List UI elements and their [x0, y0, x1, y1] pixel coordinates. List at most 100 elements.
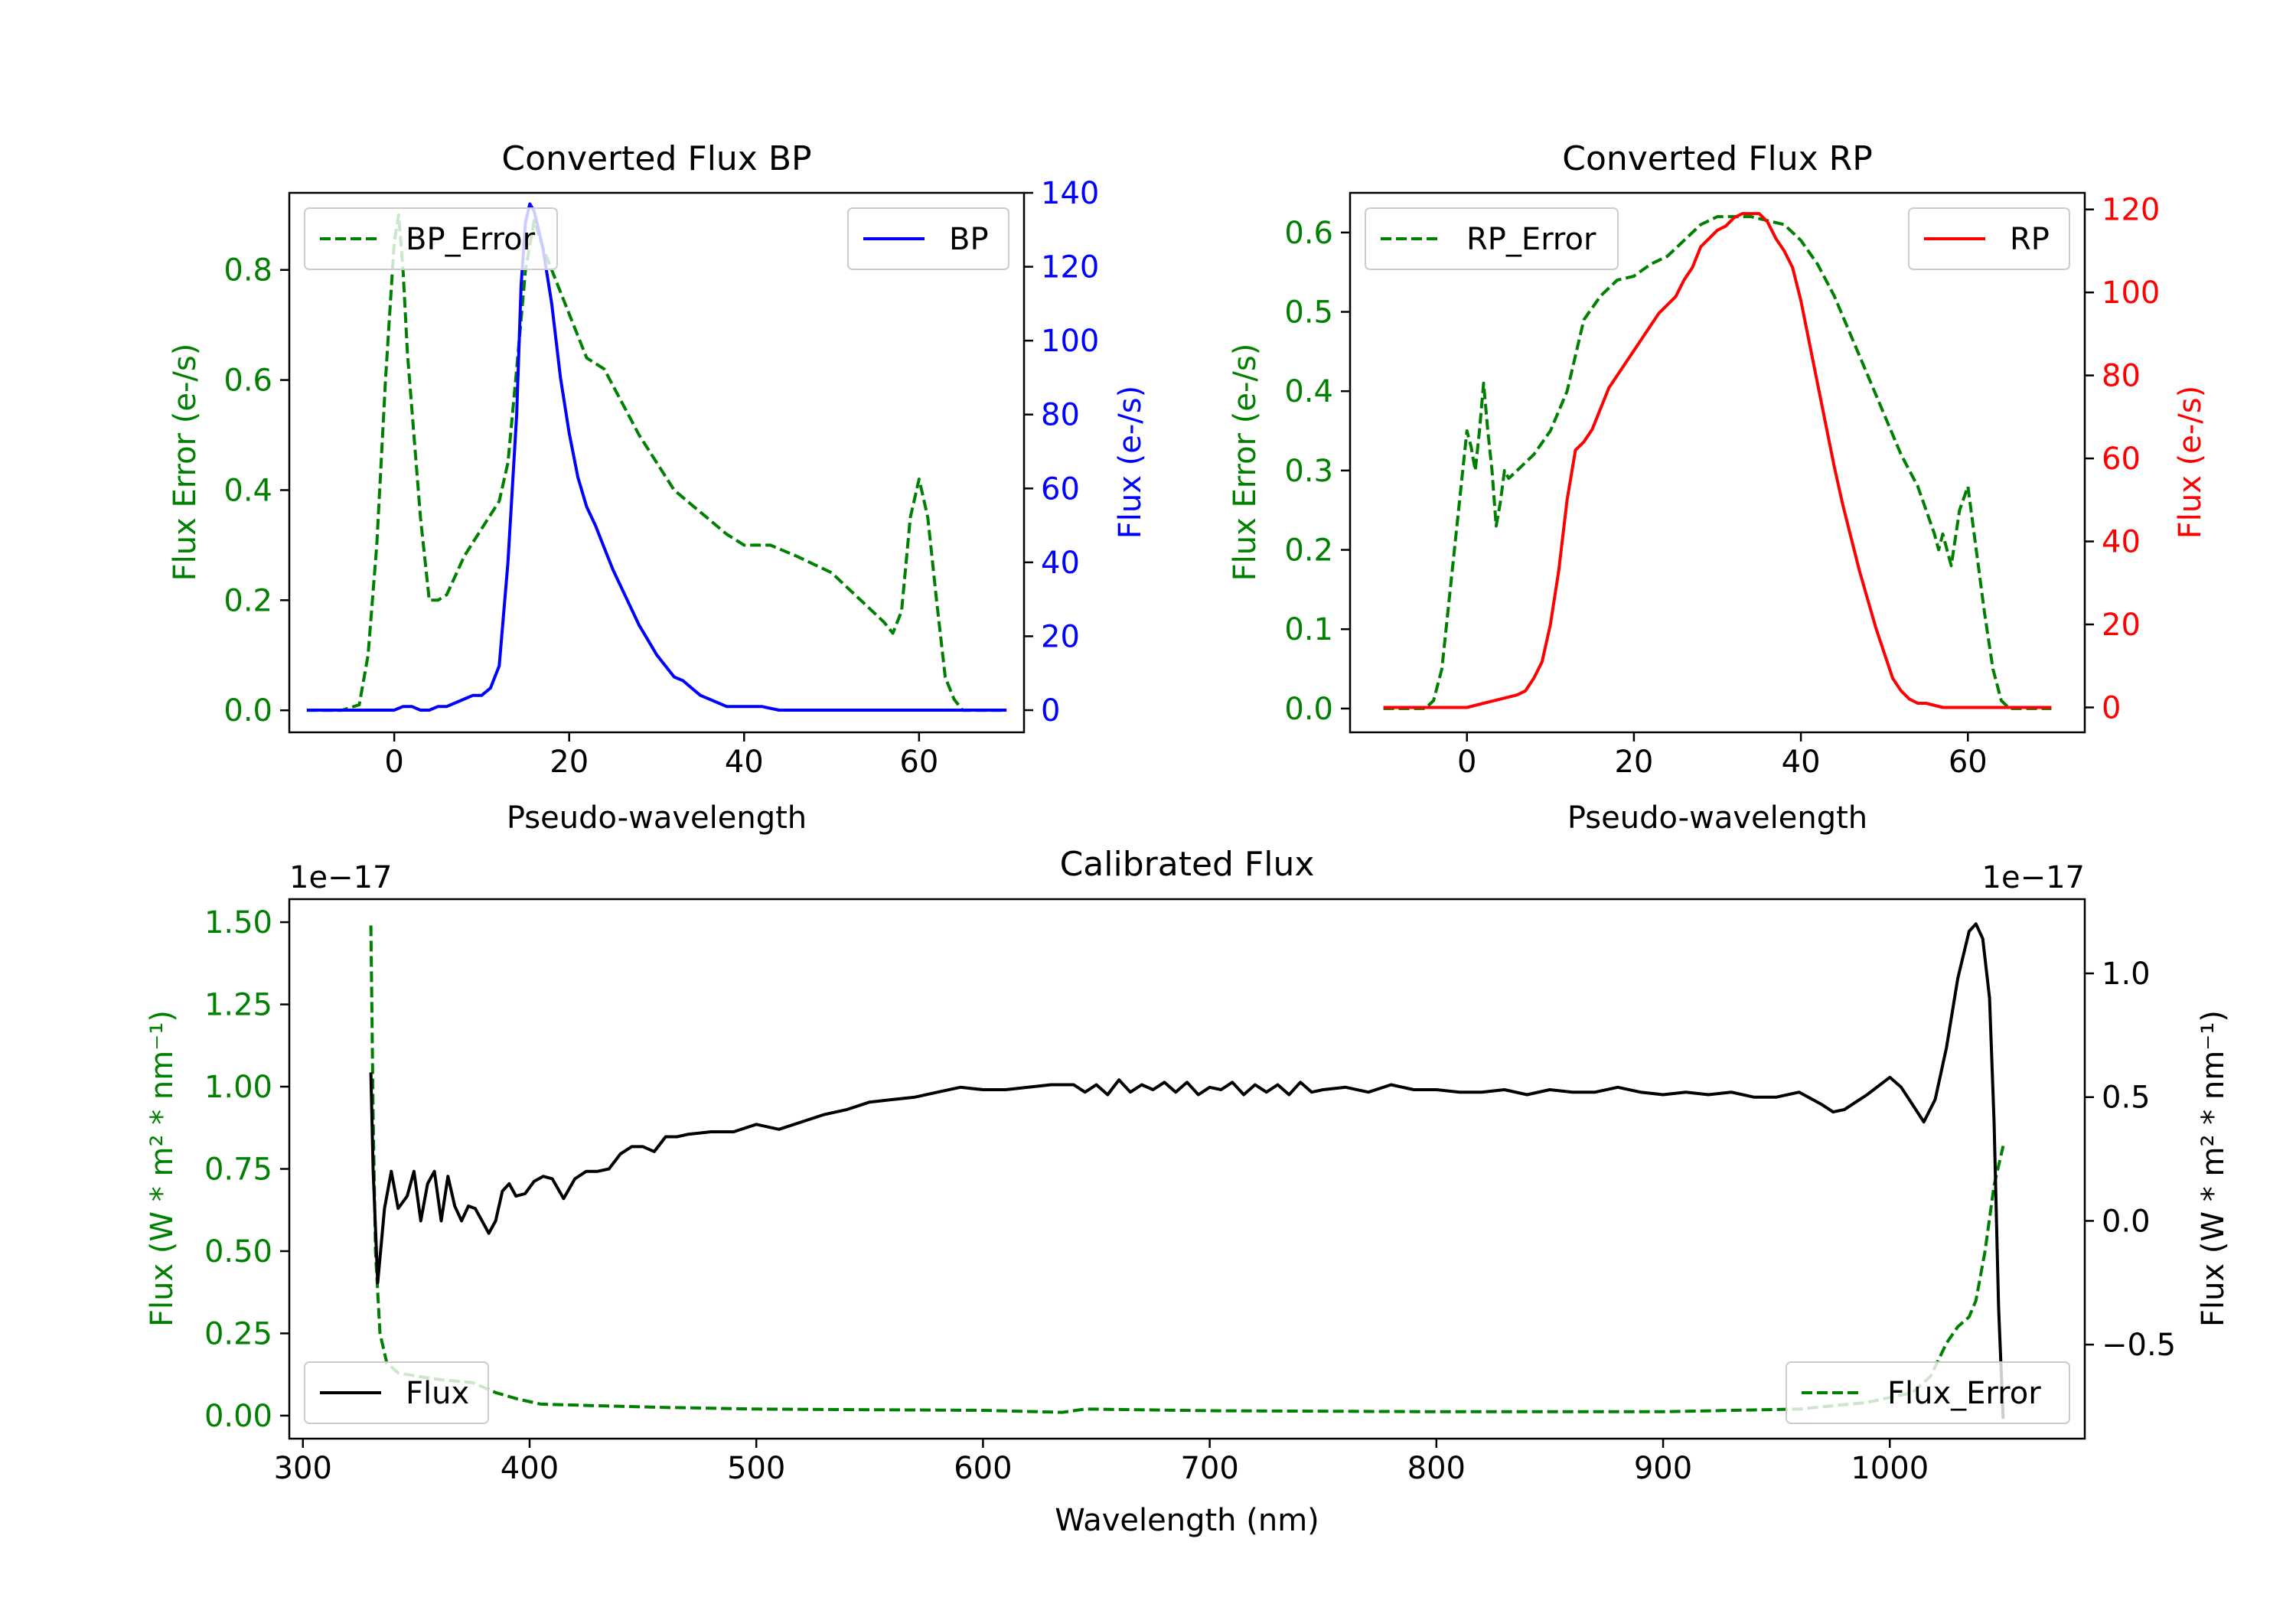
rp-ytick-left-label: 0.6	[1284, 216, 1333, 251]
cal-ytick-right-label: 0.0	[2102, 1204, 2151, 1239]
cal-series-right-layer	[369, 922, 2005, 1420]
cal-ytick-left-layer: 0.00 0.25 0.50 0.75 1.00 1.25 1.50	[204, 905, 289, 1434]
rp-xtick-label: 0	[1457, 745, 1476, 780]
cal-legend-left-label: Flux	[406, 1376, 469, 1411]
cal-series-flux-error-line	[369, 925, 2005, 1414]
rp-legend-left[interactable]: RP_Error	[1365, 207, 1619, 270]
bp-ytick-left-label: 0.0	[223, 693, 272, 729]
rp-legend-right[interactable]: RP	[1908, 207, 2070, 270]
rp-ytick-right-label: 100	[2102, 275, 2160, 311]
cal-offset-left: 1e−17	[289, 860, 392, 895]
cal-legend-right-label: Flux_Error	[1887, 1376, 2041, 1411]
bp-ytick-right-label: 120	[1041, 250, 1099, 285]
rp-xlabel: Pseudo-wavelength	[1567, 800, 1867, 836]
cal-legend-left[interactable]: Flux	[304, 1361, 489, 1424]
rp-ytick-right-layer: 0 20 40 60 80 100 120	[2085, 193, 2160, 725]
bp-xtick-label: 0	[384, 745, 403, 780]
bp-xtick-layer: 0 20 40 60	[384, 732, 938, 780]
rp-xtick-label: 60	[1949, 745, 1988, 780]
bp-plot-frame	[288, 191, 1026, 734]
rp-ytick-left-label: 0.2	[1284, 533, 1333, 569]
bp-series-left-layer	[306, 213, 1007, 712]
cal-ytick-left-label: 1.25	[204, 988, 272, 1023]
bp-xtick-label: 40	[725, 745, 764, 780]
rp-ytick-left-label: 0.4	[1284, 374, 1333, 409]
rp-title: Converted Flux RP	[1562, 139, 1873, 178]
rp-ytick-left-label: 0.1	[1284, 612, 1333, 647]
cal-xtick-label: 700	[1180, 1451, 1238, 1486]
rp-plot-frame	[1349, 191, 2086, 734]
rp-ylabel-right: Flux (e-/s)	[2173, 386, 2208, 539]
bp-legend-left[interactable]: BP_Error	[304, 207, 558, 270]
cal-ytick-left-label: 1.50	[204, 905, 272, 940]
bp-xtick-label: 60	[899, 745, 938, 780]
bp-ylabel-right: Flux (e-/s)	[1113, 386, 1148, 539]
bp-series-bp-line	[306, 202, 1007, 712]
rp-series-right-layer	[1383, 212, 2052, 709]
bp-ytick-right-label: 80	[1041, 398, 1080, 433]
bp-grid-layer	[306, 202, 1007, 712]
rp-series-rp-error-line	[1383, 215, 2052, 710]
cal-xtick-label: 300	[274, 1451, 332, 1486]
cal-xtick-label: 900	[1634, 1451, 1692, 1486]
panel-rp: Converted Flux RP 0 20 40 60 0.00.10.20.30.…	[1228, 139, 2208, 836]
rp-ytick-right-label: 60	[2102, 442, 2141, 477]
cal-ytick-left-label: 0.00	[204, 1399, 272, 1434]
bp-ytick-left-layer: 0.0 0.2 0.4 0.6 0.8	[223, 253, 289, 729]
rp-xtick-layer: 0 20 40 60	[1457, 732, 1988, 780]
rp-ytick-right-label: 120	[2102, 193, 2160, 228]
cal-xtick-label: 500	[727, 1451, 785, 1486]
cal-series-flux-line	[369, 922, 2005, 1420]
cal-xtick-label: 600	[954, 1451, 1012, 1486]
cal-xlabel: Wavelength (nm)	[1055, 1503, 1319, 1538]
cal-ylabel-left: Flux (W * m² * nm⁻¹)	[145, 1010, 180, 1327]
bp-legend-right[interactable]: BP	[847, 207, 1009, 270]
cal-series-left-layer	[369, 925, 2005, 1414]
rp-ytick-left-label: 0.5	[1284, 295, 1333, 331]
rp-legend-left-label: RP_Error	[1466, 222, 1596, 257]
rp-ytick-right-label: 0	[2102, 690, 2121, 725]
rp-ytick-left-label: 0.3	[1284, 454, 1333, 489]
rp-xtick-label: 40	[1782, 745, 1821, 780]
cal-ytick-right-label: 1.0	[2102, 957, 2151, 992]
bp-ytick-right-label: 20	[1041, 619, 1080, 654]
bp-legend-left-label: BP_Error	[406, 222, 536, 257]
cal-ytick-left-label: 1.00	[204, 1070, 272, 1105]
cal-xtick-label: 800	[1407, 1451, 1466, 1486]
cal-ylabel-right: Flux (W * m² * nm⁻¹)	[2196, 1010, 2231, 1327]
rp-ytick-right-label: 40	[2102, 525, 2141, 560]
bp-series-bp-error-line	[306, 213, 1007, 712]
cal-ytick-right-label: 0.5	[2102, 1081, 2151, 1116]
rp-legend-left-box	[1365, 207, 1619, 270]
bp-ylabel-left: Flux Error (e-/s)	[168, 344, 203, 582]
rp-series-left-layer	[1383, 215, 2052, 710]
rp-ytick-left-label: 0.0	[1284, 692, 1333, 727]
bp-ytick-right-label: 60	[1041, 471, 1080, 507]
bp-ytick-right-label: 100	[1041, 324, 1099, 359]
rp-ytick-left-layer: 0.0 0.1 0.2 0.3 0.4 0.5 0.6	[1284, 216, 1350, 727]
bp-xtick-label: 20	[550, 745, 589, 780]
cal-ytick-left-label: 0.25	[204, 1316, 272, 1351]
bp-ytick-left-label: 0.6	[223, 363, 272, 399]
bp-legend-right-box	[847, 207, 1009, 270]
rp-legend-right-label: RP	[2010, 222, 2050, 257]
rp-ylabel-left: Flux Error (e-/s)	[1228, 344, 1263, 582]
cal-xtick-layer: 300 400 500 600 700 800 900 1000	[274, 1439, 1929, 1486]
cal-legend-right[interactable]: Flux_Error	[1786, 1361, 2070, 1424]
rp-ytick-right-label: 80	[2102, 359, 2141, 394]
bp-ytick-right-label: 140	[1041, 176, 1099, 211]
rp-ytick-right-label: 20	[2102, 608, 2141, 643]
bp-ytick-right-layer: 0 20 40 60 80 100 120 140	[1024, 176, 1099, 729]
bp-title: Converted Flux BP	[501, 139, 811, 178]
cal-ytick-right-label: −0.5	[2102, 1328, 2176, 1363]
cal-legend-right-box	[1786, 1361, 2070, 1424]
bp-series-right-layer	[306, 202, 1007, 712]
bp-ytick-right-label: 40	[1041, 546, 1080, 581]
cal-xtick-label: 400	[501, 1451, 559, 1486]
cal-ytick-right-layer: −0.5 0.0 0.5 1.0	[2085, 957, 2176, 1363]
cal-ytick-left-label: 0.50	[204, 1234, 272, 1270]
cal-xtick-label: 1000	[1851, 1451, 1929, 1486]
rp-xtick-label: 20	[1614, 745, 1653, 780]
cal-ytick-left-label: 0.75	[204, 1152, 272, 1188]
